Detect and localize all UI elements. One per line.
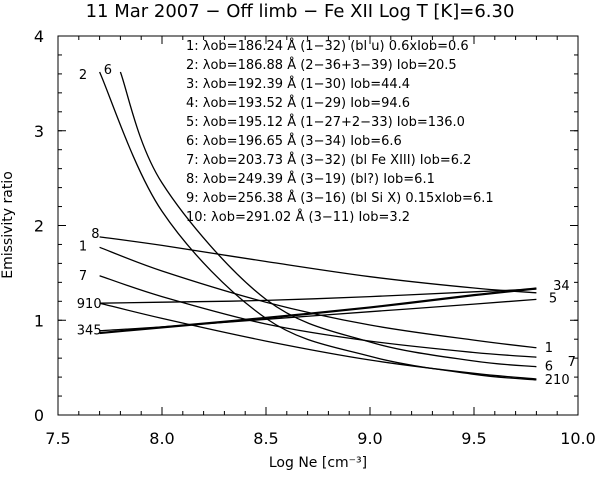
curve-label: 1	[79, 239, 87, 254]
legend-entry: 8: λob=249.39 Å (3−19) (bl?) Iob=6.1	[186, 171, 435, 187]
plot-frame	[57, 35, 579, 416]
curve-label: 210	[545, 373, 570, 388]
series-line-5	[99, 298, 537, 332]
legend-entry: 1: λob=186.24 Å (1−32) (bl u) 0.6xIob=0.…	[186, 38, 469, 54]
legend-entry: 7: λob=203.73 Å (3−32) (bl Fe XIII) Iob=…	[186, 152, 471, 168]
y-axis-title: Emissivity ratio	[0, 171, 16, 279]
series-line-2	[99, 71, 537, 381]
legend-entry: 9: λob=256.38 Å (3−16) (bl Si X) 0.15xIo…	[186, 190, 494, 206]
y-tick-label: 0	[34, 406, 44, 425]
x-axis-title: Log Ne [cm⁻³]	[269, 455, 367, 471]
x-tick-label: 10.0	[560, 429, 596, 448]
legend: 1: λob=186.24 Å (1−32) (bl u) 0.6xIob=0.…	[186, 38, 494, 225]
x-tick-label: 7.5	[45, 429, 70, 448]
legend-entry: 10: λob=291.02 Å (3−11) Iob=3.2	[186, 209, 410, 225]
legend-entry: 4: λob=193.52 Å (1−29) Iob=94.6	[186, 95, 410, 111]
curve-label: 345	[77, 324, 102, 339]
y-tick-label: 3	[34, 122, 44, 141]
curve-label: 34	[553, 279, 570, 294]
curve-label: 8	[91, 227, 99, 242]
curve-label: 2	[79, 68, 87, 83]
curve-label: 910	[77, 297, 102, 312]
series-line-8	[99, 236, 537, 294]
series-line-6	[119, 71, 537, 368]
series-line-7	[99, 275, 537, 358]
y-tick-label: 1	[34, 311, 44, 330]
x-tick-label: 9.0	[357, 429, 382, 448]
curve-label: 7	[79, 269, 87, 284]
series-line-3	[99, 288, 537, 335]
x-axis: 7.5 8.0 8.5 9.0 9.5 10.0	[45, 36, 596, 448]
curve-label: 6	[104, 63, 112, 78]
chart-title: 11 Mar 2007 − Off limb − Fe XII Log T [K…	[86, 1, 515, 22]
x-tick-label: 8.5	[253, 429, 278, 448]
y-tick-label: 4	[34, 27, 44, 46]
series-line-10	[99, 302, 537, 380]
legend-entry: 6: λob=196.65 Å (3−34) Iob=6.6	[186, 133, 402, 149]
y-tick-label: 2	[34, 217, 44, 236]
legend-entry: 2: λob=186.88 Å (2−36+3−39) Iob=20.5	[186, 57, 457, 73]
series-line-4	[99, 287, 537, 334]
legend-entry: 5: λob=195.12 Å (1−27+2−33) Iob=136.0	[186, 114, 465, 130]
legend-entry: 3: λob=192.39 Å (1−30) Iob=44.4	[186, 76, 410, 92]
series-line-9	[99, 288, 537, 304]
curve-label: 1	[545, 341, 553, 356]
curve-label: 5	[549, 292, 557, 307]
x-tick-label: 9.5	[461, 429, 486, 448]
curve-label: 6	[545, 360, 553, 375]
x-tick-label: 8.0	[149, 429, 174, 448]
curve-label: 7	[568, 355, 576, 370]
series-layer	[99, 71, 537, 381]
